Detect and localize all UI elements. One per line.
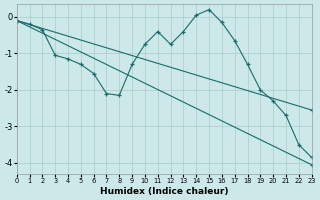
X-axis label: Humidex (Indice chaleur): Humidex (Indice chaleur): [100, 187, 228, 196]
